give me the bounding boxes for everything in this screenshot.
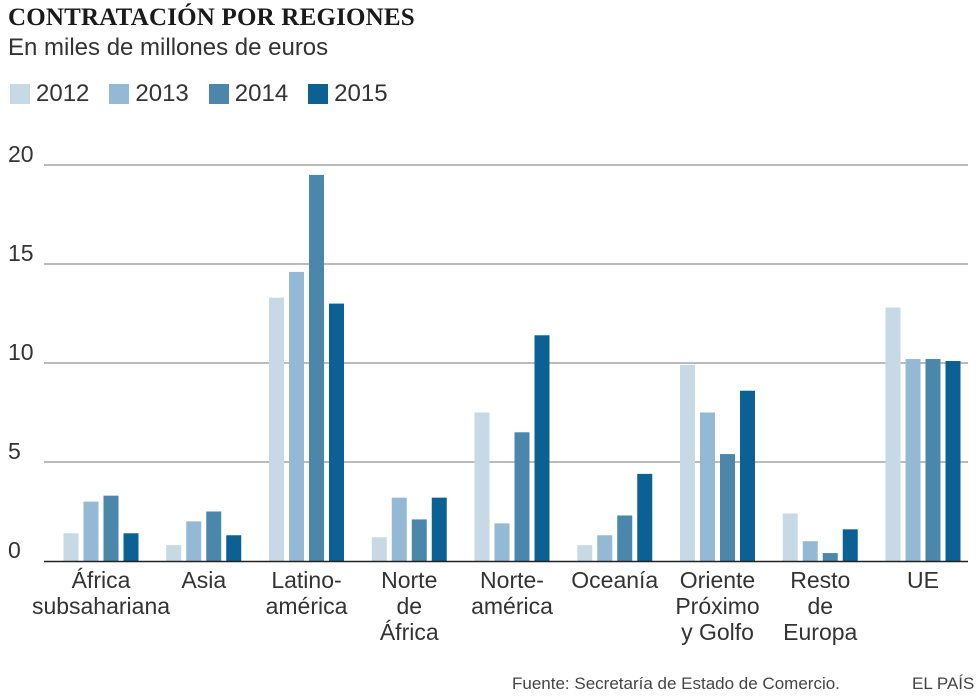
- x-tick-label-line: África: [72, 567, 131, 593]
- x-tick-label: Oceanía: [571, 567, 658, 593]
- legend-swatch: [10, 84, 30, 104]
- bar-2013: [802, 541, 818, 561]
- legend: 2012 2013 2014 2015: [10, 80, 408, 108]
- bar-2012: [577, 545, 593, 561]
- bar-2013: [494, 523, 510, 561]
- brand-logo-text: EL PAÍS: [912, 674, 975, 693]
- bar-2015: [740, 390, 755, 561]
- bar-2014: [514, 432, 530, 561]
- bar-2012: [782, 513, 798, 561]
- bar-2015: [431, 497, 447, 561]
- bar-2012: [680, 364, 695, 561]
- y-tick-label: 15: [8, 240, 34, 266]
- bar-2013: [83, 501, 99, 561]
- bar-2014: [411, 519, 427, 561]
- legend-label: 2015: [334, 80, 388, 107]
- x-tick-label-line: de: [396, 593, 422, 619]
- legend-label: 2013: [135, 80, 189, 107]
- chart-subtitle: En miles de millones de euros: [8, 34, 329, 61]
- bar-2012: [371, 537, 387, 561]
- x-tick-label-line: Latino-: [271, 567, 341, 593]
- bar-2013: [905, 359, 921, 561]
- bar-2013: [186, 521, 202, 561]
- x-tick-label-line: américa: [471, 593, 553, 619]
- x-tick-label-line: UE: [907, 567, 939, 593]
- bar-2015: [637, 473, 653, 561]
- bar-2012: [63, 533, 79, 561]
- x-tick-label: Resto de Europa: [783, 567, 857, 645]
- bar-2014: [720, 454, 735, 561]
- bar-2012: [474, 412, 490, 561]
- bar-2015: [842, 529, 858, 561]
- legend-swatch: [208, 84, 229, 104]
- legend-item-2013: 2013: [109, 80, 189, 108]
- x-tick-label-line: Próximo: [675, 593, 759, 619]
- legend-label: 2012: [36, 80, 90, 107]
- y-tick-label: 10: [8, 339, 34, 365]
- x-tick-label-line: África: [380, 619, 439, 645]
- y-tick-label: 20: [8, 141, 34, 167]
- x-tick-label: África subsahariana: [32, 567, 170, 619]
- y-tick-label: 0: [8, 537, 21, 563]
- x-tick-label: Norte de África: [380, 567, 439, 645]
- x-tick-label: Oriente Próximo y Golfo: [675, 567, 759, 645]
- bar-2014: [206, 511, 222, 561]
- bar-2015: [945, 361, 961, 561]
- bar-2015: [534, 335, 550, 561]
- bar-2014: [822, 553, 838, 561]
- x-tick-label-line: Resto: [790, 567, 850, 593]
- bar-2015: [226, 535, 242, 561]
- y-tick-label: 5: [8, 438, 21, 464]
- legend-item-2014: 2014: [208, 80, 289, 108]
- x-tick-label-line: y Golfo: [681, 619, 754, 645]
- bar-2012: [269, 297, 284, 561]
- bar-2014: [103, 495, 119, 561]
- bar-2014: [925, 359, 941, 561]
- x-tick-label-line: Oriente: [680, 567, 755, 593]
- x-tick-label-line: Oceanía: [571, 567, 658, 593]
- x-tick-label-line: subsahariana: [32, 593, 170, 619]
- x-tick-label-line: Norte: [381, 567, 437, 593]
- bar-2015: [329, 303, 344, 561]
- bar-2014: [617, 515, 633, 561]
- chart-title: CONTRATACIÓN POR REGIONES: [8, 4, 415, 31]
- x-tick-label: Asia: [181, 567, 226, 593]
- legend-swatch: [308, 84, 329, 104]
- x-tick-label-line: Asia: [181, 567, 226, 593]
- bar-2013: [391, 497, 407, 561]
- bar-2013: [289, 271, 304, 561]
- legend-swatch: [109, 84, 130, 104]
- x-tick-label-line: Norte-: [480, 567, 544, 593]
- bar-2015: [123, 533, 139, 561]
- bar-2012: [166, 545, 182, 561]
- bar-2013: [597, 535, 613, 561]
- x-tick-label-line: de: [807, 593, 833, 619]
- legend-item-2015: 2015: [308, 80, 388, 108]
- source-note: Fuente: Secretaría de Estado de Comercio…: [512, 674, 840, 693]
- x-tick-label: Latino-américa: [266, 567, 348, 619]
- legend-label: 2014: [234, 80, 289, 107]
- bar-2013: [700, 412, 715, 561]
- legend-item-2012: 2012: [10, 80, 89, 108]
- bar-2012: [885, 307, 901, 561]
- x-tick-label-line: Europa: [783, 619, 857, 645]
- bar-2014: [309, 174, 324, 561]
- x-tick-label: UE: [907, 567, 939, 593]
- x-tick-label-line: américa: [266, 593, 348, 619]
- x-tick-label: Norte-américa: [471, 567, 553, 619]
